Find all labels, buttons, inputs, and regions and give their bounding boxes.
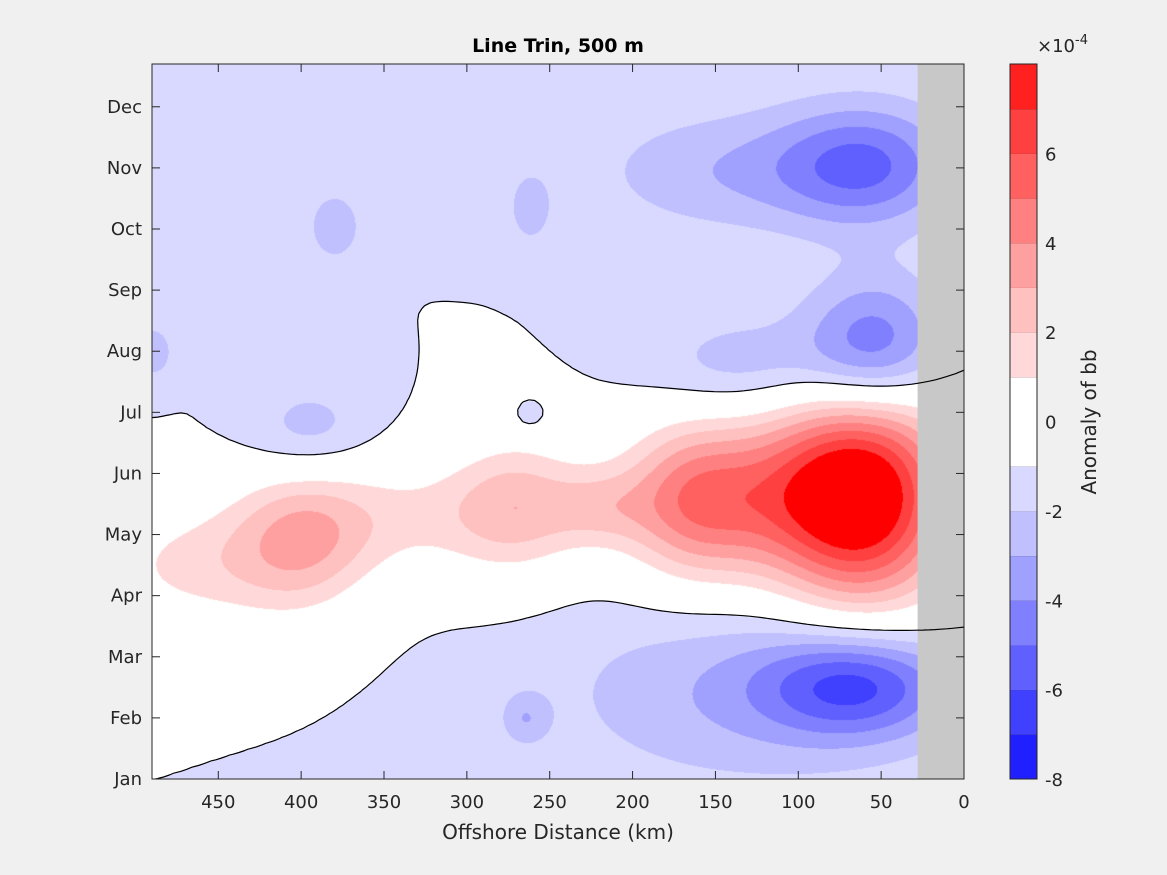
colorbar-band (1010, 600, 1037, 646)
y-tick-label: Jun (113, 463, 142, 484)
colorbar-tick-label: -4 (1045, 591, 1063, 612)
x-axis-label: Offshore Distance (km) (442, 820, 674, 844)
x-tick-label: 0 (958, 792, 969, 813)
y-tick-label: Nov (107, 158, 142, 179)
colorbar-frame (1009, 63, 1038, 780)
y-tick-label: Oct (111, 219, 142, 240)
colorbar-tick-label: -2 (1045, 502, 1063, 523)
y-tick-label: Sep (108, 280, 142, 301)
plot-frame (151, 63, 965, 780)
colorbar-band (1010, 332, 1037, 378)
colorbar-band (1010, 421, 1037, 467)
x-tick-label: 400 (284, 792, 318, 813)
land-mask (917, 64, 964, 779)
y-tick-label: Dec (107, 97, 142, 118)
x-tick-label: 200 (615, 792, 649, 813)
colorbar-band (1010, 689, 1037, 735)
colorbar-band (1010, 287, 1037, 333)
colorbar-band (1010, 242, 1037, 288)
colorbar-tick-label: 4 (1045, 234, 1056, 255)
y-tick-label: Aug (107, 341, 142, 362)
plot-area (151, 63, 965, 780)
y-tick-label: Apr (111, 586, 143, 607)
colorbar-band (1010, 510, 1037, 557)
colorbar-tick-label: 0 (1045, 413, 1056, 434)
x-tick-label: 350 (367, 792, 401, 813)
colorbar-tick-label: 2 (1045, 323, 1056, 344)
y-tick-label: Mar (108, 647, 143, 668)
x-tick-label: 250 (533, 792, 567, 813)
colorbar-band (1010, 734, 1037, 780)
colorbar-tick-label: -8 (1045, 770, 1063, 791)
colorbar-band (1010, 153, 1037, 199)
y-tick-label: May (105, 525, 143, 546)
y-axis: Jan Feb Mar Apr May Jun Jul Aug Sep Oct Nov Dec (105, 97, 964, 790)
y-tick-label: Jan (113, 769, 142, 790)
colorbar-band (1010, 376, 1037, 422)
y-tick-label: Jul (119, 402, 142, 423)
colorbar-band (1010, 644, 1037, 691)
x-tick-label: 150 (698, 792, 732, 813)
x-axis: 450 400 350 300 250 200 150 100 50 0 (201, 64, 970, 813)
x-tick-label: 300 (450, 792, 484, 813)
x-tick-label: 450 (201, 792, 235, 813)
chart-title: Line Trin, 500 m (472, 35, 644, 57)
zero-contour-lines (152, 300, 964, 779)
x-tick-label: 100 (781, 792, 815, 813)
colorbar-band (1010, 555, 1037, 601)
colorbar-exponent: ×10-4 (1037, 33, 1088, 57)
x-tick-label: 50 (870, 792, 893, 813)
colorbar-band (1010, 198, 1037, 244)
colorbar-tick-label: 6 (1045, 144, 1056, 165)
colorbar-band (1010, 108, 1037, 154)
colorbar-band (1010, 466, 1037, 512)
anomaly-field (152, 64, 964, 779)
colorbar-band (1010, 64, 1037, 110)
colorbar-tick-label: -6 (1045, 681, 1063, 702)
colorbar: -8 -6 -4 -2 0 2 4 6 (1009, 63, 1063, 791)
y-tick-label: Feb (110, 708, 142, 729)
colorbar-label: Anomaly of bb (1077, 349, 1101, 494)
